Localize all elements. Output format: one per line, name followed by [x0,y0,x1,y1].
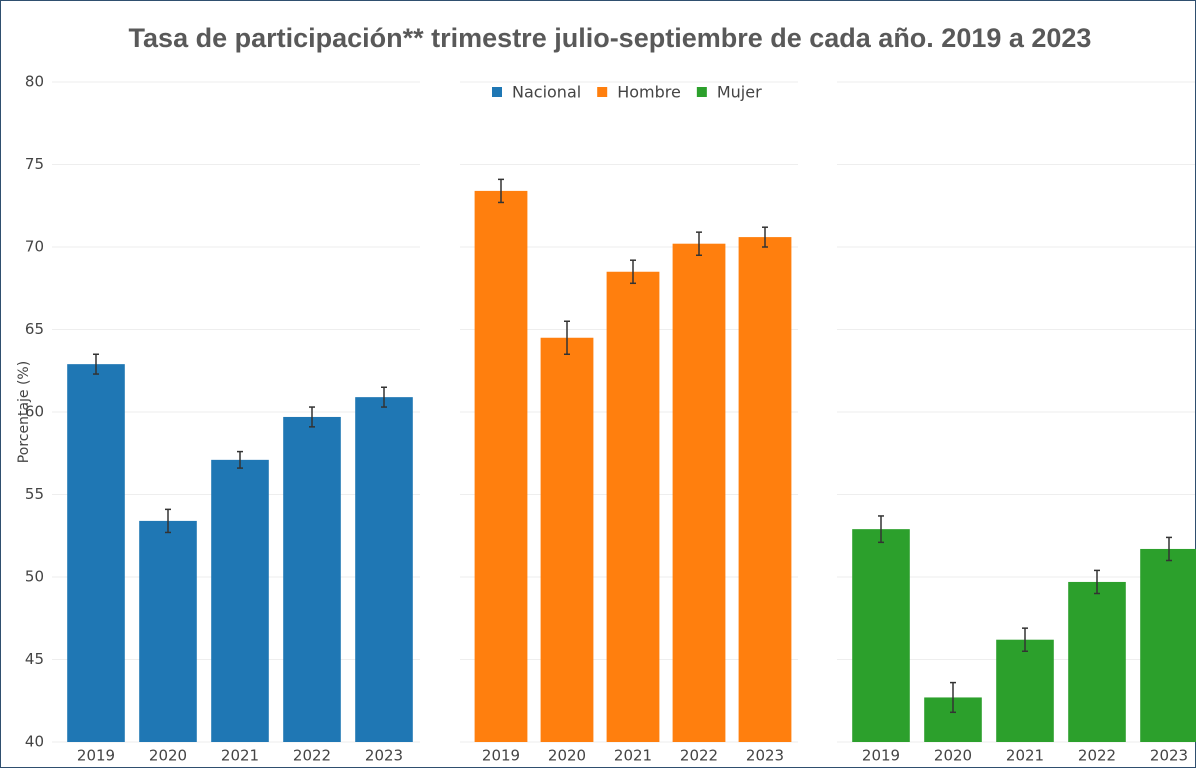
x-tick-label: 2019 [77,747,115,765]
x-tick-label: 2022 [680,747,718,765]
x-tick-label: 2019 [482,747,520,765]
legend-swatch [492,87,502,97]
bar [606,271,660,742]
x-tick-label: 2023 [365,747,403,765]
x-tick-label: 2023 [1150,747,1188,765]
x-tick-label: 2020 [934,747,972,765]
y-tick-label: 40 [25,733,44,751]
bar [211,459,269,742]
legend-label: Nacional [512,83,581,102]
legend-label: Hombre [617,83,681,102]
bar [738,237,792,742]
bar [852,529,910,742]
x-tick-label: 2020 [149,747,187,765]
x-tick-label: 2021 [614,747,652,765]
x-tick-label: 2022 [293,747,331,765]
bar [139,520,197,742]
bar [283,416,341,742]
legend-swatch [696,87,707,97]
x-tick-label: 2021 [1006,747,1044,765]
bar [1140,548,1196,742]
x-tick-label: 2023 [746,747,784,765]
y-tick-label: 70 [25,238,44,256]
x-tick-label: 2021 [221,747,259,765]
x-tick-label: 2019 [862,747,900,765]
y-tick-label: 50 [25,568,44,586]
bar [1068,581,1126,742]
y-tick-label: 45 [25,650,44,668]
y-tick-label: 65 [25,320,44,338]
legend-label: Mujer [717,83,762,102]
x-tick-label: 2022 [1078,747,1116,765]
bar [355,397,413,742]
chart-title: Tasa de participación** trimestre julio-… [129,23,1092,53]
bar [996,639,1054,742]
bar [540,337,594,742]
y-tick-label: 60 [25,403,44,421]
y-axis-label: Porcentaje (%) [16,361,32,463]
bar [474,190,528,742]
y-tick-label: 80 [25,73,44,91]
legend-swatch [597,87,608,97]
y-tick-label: 75 [25,155,44,173]
x-tick-label: 2020 [548,747,586,765]
bar [672,243,726,742]
bar [67,364,125,742]
y-tick-label: 55 [25,485,44,503]
